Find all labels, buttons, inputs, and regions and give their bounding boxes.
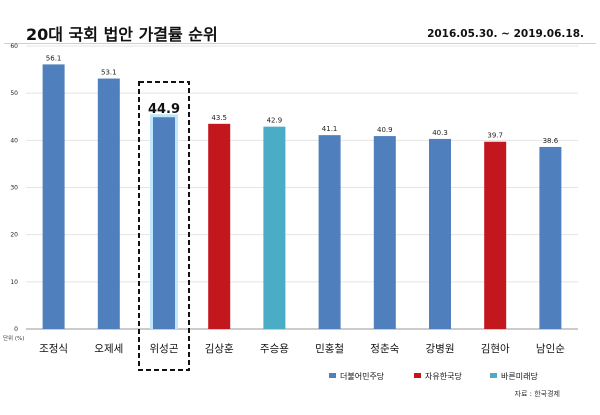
source-note: 자료 : 한국경제 bbox=[514, 390, 560, 398]
data-label-강병원: 40.3 bbox=[432, 129, 448, 137]
data-label-조정식: 56.1 bbox=[46, 54, 62, 62]
legend-swatch-2 bbox=[490, 373, 497, 378]
date-range: 2016.05.30. ~ 2019.06.18. bbox=[427, 28, 584, 40]
bar-김상훈 bbox=[208, 123, 231, 329]
data-label-민홍철: 41.1 bbox=[322, 125, 338, 133]
y-tick-label-30: 30 bbox=[10, 185, 18, 192]
category-label-강병원: 강병원 bbox=[426, 343, 455, 355]
legend-swatch-1 bbox=[414, 373, 421, 378]
highlight-box bbox=[138, 81, 190, 371]
legend-label-0: 더불어민주당 bbox=[340, 372, 385, 381]
category-label-주승용: 주승용 bbox=[260, 343, 289, 355]
bar-주승용 bbox=[263, 126, 286, 329]
y-tick-label-20: 20 bbox=[10, 232, 18, 239]
data-label-정춘숙: 40.9 bbox=[377, 126, 393, 134]
category-label-민홍철: 민홍철 bbox=[315, 342, 344, 355]
bar-위성곤 bbox=[153, 117, 175, 329]
legend-item-1: 자유한국당 bbox=[414, 371, 462, 383]
bar-오제세 bbox=[97, 78, 120, 329]
category-label-오제세: 오제세 bbox=[94, 343, 123, 355]
bar-조정식 bbox=[42, 64, 65, 330]
category-label-남인순: 남인순 bbox=[536, 343, 565, 355]
category-label-정춘숙: 정춘숙 bbox=[370, 343, 399, 355]
bar-김현아 bbox=[484, 141, 507, 329]
data-label-위성곤: 44.9 bbox=[148, 102, 180, 117]
bar-민홍철 bbox=[318, 135, 341, 329]
chart-header: 20대 국회 법안 가결률 순위 2016.05.30. ~ 2019.06.1… bbox=[4, 6, 596, 44]
data-label-김상훈: 43.5 bbox=[211, 114, 227, 122]
data-label-남인순: 38.6 bbox=[543, 137, 559, 145]
legend-label-2: 바른미래당 bbox=[501, 372, 538, 381]
bar-정춘숙 bbox=[373, 136, 396, 329]
category-label-김상훈: 김상훈 bbox=[205, 342, 234, 355]
data-label-김현아: 39.7 bbox=[487, 132, 503, 140]
y-tick-label-10: 10 bbox=[10, 279, 18, 286]
header-divider bbox=[4, 43, 596, 44]
bar-강병원 bbox=[429, 138, 451, 329]
data-label-주승용: 42.9 bbox=[267, 117, 283, 125]
legend-item-2: 바른미래당 bbox=[490, 371, 538, 383]
y-tick-label-40: 40 bbox=[10, 137, 18, 144]
bar-남인순 bbox=[539, 146, 562, 329]
y-tick-label-50: 50 bbox=[10, 90, 18, 97]
y-tick-label-60: 60 bbox=[10, 43, 18, 50]
y-tick-label-0: 0 bbox=[14, 326, 18, 333]
category-label-김현아: 김현아 bbox=[481, 343, 510, 355]
unit-label: 단위 (%) bbox=[3, 334, 24, 342]
legend-item-0: 더불어민주당 bbox=[329, 371, 384, 383]
legend-swatch-0 bbox=[329, 373, 336, 378]
data-label-오제세: 53.1 bbox=[101, 69, 117, 77]
legend-label-1: 자유한국당 bbox=[425, 372, 462, 381]
category-label-위성곤: 위성곤 bbox=[150, 342, 179, 355]
chart-title: 20대 국회 법안 가결률 순위 bbox=[26, 25, 218, 44]
category-label-조정식: 조정식 bbox=[39, 343, 68, 355]
